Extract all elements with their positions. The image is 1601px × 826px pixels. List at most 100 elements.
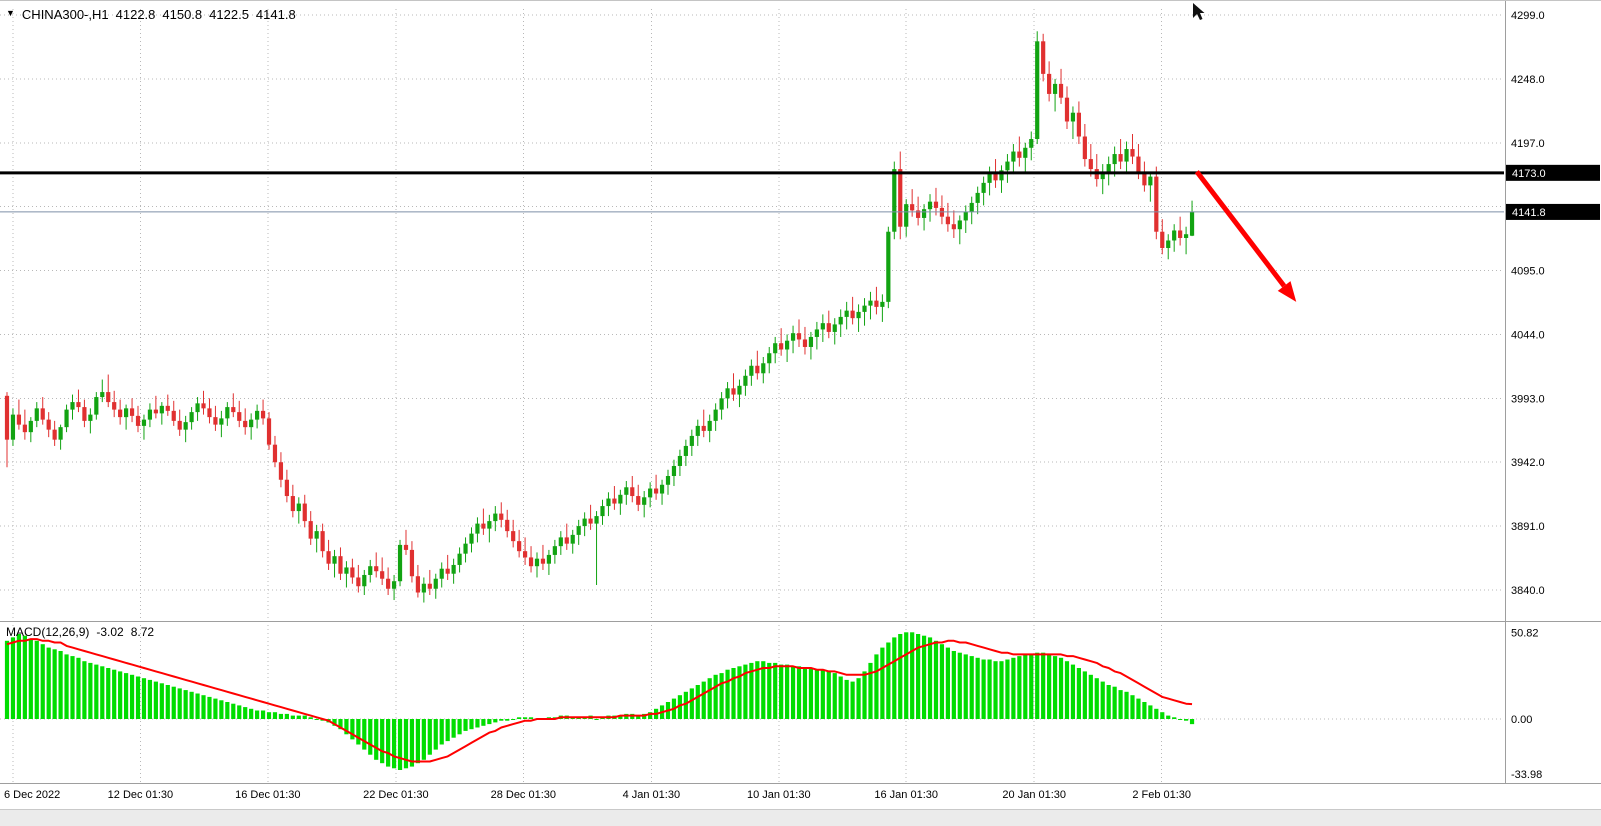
macd-bar	[761, 661, 766, 719]
horizontal-scrollbar[interactable]	[0, 809, 1601, 826]
macd-bar	[713, 674, 718, 719]
macd-bar	[255, 710, 260, 719]
ohlc-close-value: 4141.8	[255, 7, 296, 22]
candle-bull	[594, 516, 599, 524]
candle-bear	[540, 558, 546, 564]
candle-bear	[326, 551, 331, 564]
candle-bear	[1058, 83, 1064, 98]
candle-bear	[1064, 97, 1070, 122]
macd-bar	[1029, 654, 1034, 719]
price-tick-label: 3993.0	[1511, 393, 1545, 405]
macd-bar	[790, 666, 796, 719]
candle-bear	[522, 551, 528, 558]
price-tick-label: 4197.0	[1511, 138, 1545, 150]
candle-bull	[618, 494, 623, 504]
candle-bull	[147, 409, 153, 420]
price-tick-label: 4044.0	[1511, 329, 1545, 341]
macd-bar	[141, 678, 147, 719]
macd-bar	[94, 664, 99, 719]
candle-bull	[457, 553, 462, 565]
macd-bar	[957, 652, 962, 719]
macd-bar	[1118, 690, 1123, 719]
macd-bar	[10, 637, 16, 719]
macd-bar	[100, 666, 105, 719]
candle-bull	[534, 558, 540, 567]
candle-bull	[344, 567, 349, 574]
candle-bear	[933, 201, 939, 208]
macd-bar	[1082, 671, 1087, 719]
macd-bar	[1023, 654, 1028, 719]
candle-bull	[362, 574, 367, 587]
candle-bear	[135, 415, 141, 426]
candle-bull	[1112, 154, 1117, 165]
macd-bar	[969, 656, 974, 719]
macd-bar	[165, 685, 170, 719]
macd-bar	[427, 719, 432, 755]
price-tick-label: 3891.0	[1511, 521, 1545, 533]
candle-bear	[945, 216, 950, 225]
candle-bull	[820, 323, 825, 330]
macd-bar	[493, 719, 498, 723]
macd-bar	[951, 651, 956, 719]
candle-bear	[636, 496, 641, 505]
candle-bull	[1100, 171, 1105, 180]
candle-bull	[576, 526, 581, 535]
candle-bear	[427, 583, 432, 589]
macd-bar	[517, 717, 522, 719]
macd-bar	[1130, 695, 1135, 719]
candle-bear	[415, 576, 420, 593]
candle-bull	[659, 484, 665, 494]
macd-bar	[1100, 681, 1105, 719]
candle-bear	[850, 310, 855, 319]
candle-bull	[1106, 164, 1111, 172]
candle-bull	[552, 546, 557, 555]
candle-bull	[1023, 147, 1028, 158]
candle-bear	[118, 409, 123, 418]
macd-bar	[153, 681, 158, 719]
macd-bar	[1070, 664, 1076, 719]
candle-bear	[612, 498, 617, 504]
candle-bull	[34, 408, 39, 421]
candle-bull	[814, 329, 819, 337]
macd-bar	[528, 717, 534, 719]
ohlc-high-value: 4150.8	[162, 7, 203, 22]
macd-bar	[773, 662, 778, 719]
candle-bull	[648, 488, 653, 498]
macd-bar	[177, 688, 182, 719]
macd-bar	[409, 719, 415, 767]
candle-bear	[779, 343, 784, 350]
macd-bar	[82, 661, 87, 719]
macd-bar	[189, 691, 194, 719]
candle-bear	[52, 429, 57, 440]
candle-bull	[1011, 151, 1016, 162]
candle-bull	[475, 523, 480, 534]
candle-bull	[28, 420, 33, 433]
sell-arrow-head[interactable]	[1277, 281, 1297, 302]
candle-bear	[290, 496, 295, 512]
candle-bear	[272, 444, 278, 463]
candle-bear	[951, 224, 956, 230]
macd-bar	[933, 640, 939, 719]
candle-bull	[225, 407, 230, 419]
candle-bull	[737, 385, 742, 395]
candle-bear	[1136, 156, 1141, 173]
candle-bull	[183, 422, 188, 430]
candle-bull	[124, 408, 129, 418]
macd-bar	[237, 705, 242, 719]
candle-bull	[1029, 139, 1034, 148]
macd-bar	[135, 676, 141, 719]
macd-bar	[380, 719, 385, 764]
macd-bar	[993, 661, 998, 719]
symbol-dropdown-icon[interactable]: ▼	[6, 8, 15, 18]
candle-bear	[630, 487, 635, 497]
sell-arrow-line[interactable]	[1194, 170, 1287, 288]
candle-bull	[1035, 41, 1040, 140]
macd-bar	[785, 664, 790, 719]
candle-bear	[796, 333, 802, 340]
price-axis[interactable]	[1506, 1, 1601, 783]
candle-bear	[266, 418, 272, 445]
macd-bar	[1052, 656, 1058, 719]
candle-bear	[1041, 41, 1046, 74]
macd-bar	[927, 637, 933, 719]
